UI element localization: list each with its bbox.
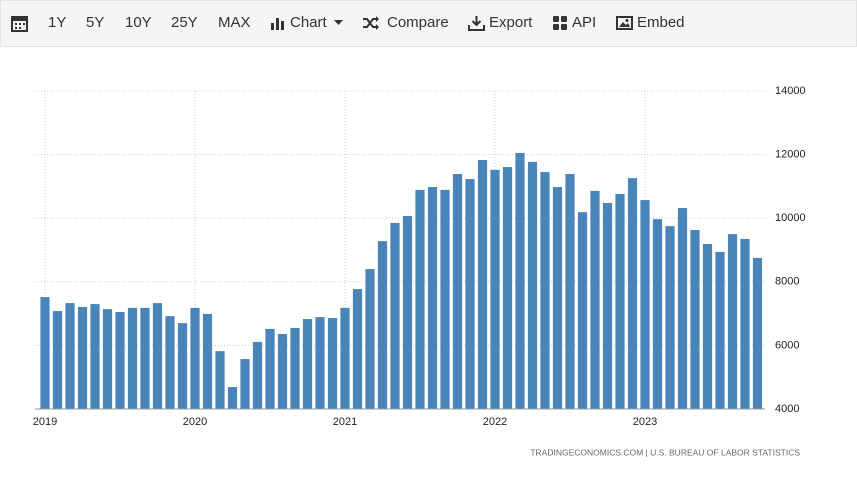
bar [177,323,188,409]
bar [752,257,763,409]
compare-button[interactable]: Compare [387,14,449,31]
bar [690,229,700,409]
range-25y[interactable]: 25Y [171,14,198,31]
bar [290,327,300,409]
y-tick-label: 10000 [775,212,806,224]
bar [652,219,663,409]
toolbar: 1Y 5Y 10Y 25Y MAX Chart Compare Export A… [0,0,857,47]
bar [490,169,500,409]
x-tick-label: 2021 [333,416,357,428]
bar [240,359,250,409]
bar [577,212,588,409]
bar [427,187,438,409]
embed-button[interactable]: Embed [637,14,685,31]
y-tick-label: 12000 [775,149,806,161]
caret [334,20,343,25]
bar [402,215,413,409]
x-tick-label: 2022 [483,416,507,428]
bar [740,238,750,409]
bar [540,172,550,409]
bar [477,160,488,409]
bar [252,341,263,409]
bar [390,222,400,409]
api-button[interactable]: API [572,14,597,31]
source-note: TRADINGECONOMICS.COM | U.S. BUREAU OF LA… [530,447,800,457]
bar [702,243,713,409]
bar [602,202,613,409]
bar [415,189,425,409]
bar [365,269,375,409]
bar [215,351,225,409]
chart: TRADINGECONOMICS.COM | U.S. BUREAU OF LA… [33,85,806,457]
compare-icon [363,16,379,30]
bar [515,153,525,409]
bar [190,307,200,409]
bar [40,297,50,409]
bar [615,194,625,409]
y-tick-label: 6000 [775,339,799,351]
bar [465,179,475,409]
x-tick-label: 2020 [183,416,207,428]
bar [315,317,325,409]
y-tick-label: 14000 [775,85,806,97]
x-tick-label: 2019 [33,416,57,428]
bar [152,303,163,409]
bar [527,161,538,409]
bar [377,241,388,409]
bar [277,333,288,409]
bar [715,251,725,409]
bar [77,306,88,409]
bar [165,316,175,409]
bar [65,303,75,409]
bar [440,189,450,409]
bar [340,307,350,409]
bar [52,311,63,409]
export-icon [468,16,485,31]
range-max[interactable]: MAX [218,14,251,31]
chart-icon [271,18,284,30]
bar [727,234,738,409]
bar [102,309,113,409]
bar [352,289,363,409]
bar [677,208,688,409]
range-10y[interactable]: 10Y [125,14,152,31]
bar [327,318,338,409]
api-icon [553,16,567,30]
bar [265,328,275,409]
bar [627,178,638,409]
bar [127,307,138,409]
bar [565,173,575,409]
bar [227,387,238,409]
calendar-icon[interactable] [11,15,28,32]
bar [115,312,125,409]
x-tick-label: 2023 [633,416,657,428]
chart-menu[interactable]: Chart [290,14,327,31]
embed-icon [616,16,633,30]
bar [590,190,600,409]
bar [665,226,675,409]
bar [140,307,150,409]
bar [552,187,563,409]
y-tick-label: 4000 [775,403,799,415]
export-button[interactable]: Export [489,14,533,31]
range-5y[interactable]: 5Y [86,14,105,31]
bar [502,167,513,409]
bar [90,304,100,409]
y-tick-label: 8000 [775,276,799,288]
bar [202,313,213,409]
bar [452,173,463,409]
bar [640,200,650,409]
range-1y[interactable]: 1Y [48,14,67,31]
bar [302,319,313,409]
